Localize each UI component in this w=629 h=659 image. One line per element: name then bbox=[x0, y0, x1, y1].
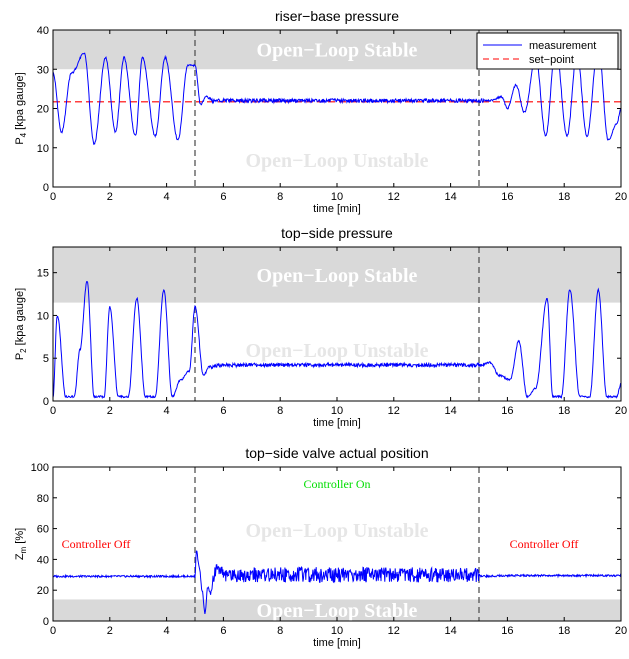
x-tick-label: 20 bbox=[615, 191, 627, 203]
legend-entry-measurement: measurement bbox=[529, 40, 596, 52]
region-label-stable: Open−Loop Stable bbox=[257, 40, 418, 62]
x-tick-label: 4 bbox=[164, 625, 170, 637]
x-axis-label: time [min] bbox=[313, 637, 361, 649]
x-tick-label: 4 bbox=[164, 405, 170, 417]
x-tick-label: 14 bbox=[444, 625, 456, 637]
annotation-controller-on: Controller On bbox=[304, 477, 371, 491]
chart-panel-2: Open−Loop Stable Open−Loop Unstable 0 2 4 6 8 1… bbox=[14, 225, 627, 429]
y-tick-label: 15 bbox=[37, 268, 49, 280]
region-label-stable: Open−Loop Stable bbox=[257, 265, 418, 287]
x-tick-label: 20 bbox=[615, 625, 627, 637]
x-tick-label: 20 bbox=[615, 405, 627, 417]
legend: measurement set−point bbox=[477, 33, 618, 69]
x-tick-label: 0 bbox=[50, 405, 56, 417]
y-tick-label: 20 bbox=[37, 104, 49, 116]
y-tick-label: 0 bbox=[43, 396, 49, 408]
y-axis-label: Zm [%] bbox=[14, 528, 28, 560]
annotation-controller-off-left: Controller Off bbox=[62, 537, 131, 551]
x-tick-label: 8 bbox=[277, 405, 283, 417]
chart-title: top−side valve actual position bbox=[245, 445, 428, 461]
y-tick-label: 0 bbox=[43, 616, 49, 628]
x-tick-label: 16 bbox=[501, 191, 513, 203]
annotation-controller-off-right: Controller Off bbox=[510, 537, 579, 551]
x-axis-label: time [min] bbox=[313, 417, 361, 429]
chart-panel-1: Open−Loop Stable Open−Loop Unstable 0 2 4 6 8 1… bbox=[14, 8, 627, 215]
y-tick-label: 40 bbox=[37, 25, 49, 37]
x-tick-label: 6 bbox=[220, 625, 226, 637]
x-tick-label: 16 bbox=[501, 405, 513, 417]
y-tick-label: 0 bbox=[43, 182, 49, 194]
legend-entry-setpoint: set−point bbox=[529, 54, 574, 66]
y-axis-label: P2 [kpa gauge] bbox=[14, 288, 28, 360]
x-tick-label: 14 bbox=[444, 191, 456, 203]
region-label-unstable: Open−Loop Unstable bbox=[245, 520, 428, 542]
chart-title: riser−base pressure bbox=[275, 8, 399, 24]
x-tick-label: 12 bbox=[388, 625, 400, 637]
x-tick-label: 18 bbox=[558, 405, 570, 417]
x-tick-label: 2 bbox=[107, 405, 113, 417]
chart-title: top−side pressure bbox=[281, 225, 393, 241]
x-tick-label: 10 bbox=[331, 191, 343, 203]
y-tick-label: 20 bbox=[37, 585, 49, 597]
y-tick-label: 10 bbox=[37, 310, 49, 322]
y-tick-label: 80 bbox=[37, 493, 49, 505]
x-tick-label: 8 bbox=[277, 625, 283, 637]
x-tick-label: 6 bbox=[220, 405, 226, 417]
y-tick-label: 40 bbox=[37, 554, 49, 566]
x-tick-label: 2 bbox=[107, 625, 113, 637]
y-axis-label: P4 [kpa gauge] bbox=[14, 72, 28, 144]
x-tick-label: 18 bbox=[558, 625, 570, 637]
y-tick-label: 100 bbox=[31, 462, 49, 474]
y-tick-label: 60 bbox=[37, 524, 49, 536]
x-tick-label: 10 bbox=[331, 405, 343, 417]
x-tick-label: 14 bbox=[444, 405, 456, 417]
x-tick-label: 18 bbox=[558, 191, 570, 203]
region-label-unstable: Open−Loop Unstable bbox=[245, 150, 428, 172]
x-tick-label: 0 bbox=[50, 191, 56, 203]
y-tick-label: 10 bbox=[37, 143, 49, 155]
x-tick-label: 4 bbox=[164, 191, 170, 203]
y-tick-label: 30 bbox=[37, 64, 49, 76]
x-tick-label: 10 bbox=[331, 625, 343, 637]
x-tick-label: 6 bbox=[220, 191, 226, 203]
x-tick-label: 2 bbox=[107, 191, 113, 203]
y-tick-label: 5 bbox=[43, 353, 49, 365]
x-axis-label: time [min] bbox=[313, 203, 361, 215]
x-tick-label: 8 bbox=[277, 191, 283, 203]
x-tick-label: 12 bbox=[388, 191, 400, 203]
x-tick-label: 12 bbox=[388, 405, 400, 417]
x-tick-label: 0 bbox=[50, 625, 56, 637]
x-tick-label: 16 bbox=[501, 625, 513, 637]
region-label-unstable: Open−Loop Unstable bbox=[245, 340, 428, 362]
